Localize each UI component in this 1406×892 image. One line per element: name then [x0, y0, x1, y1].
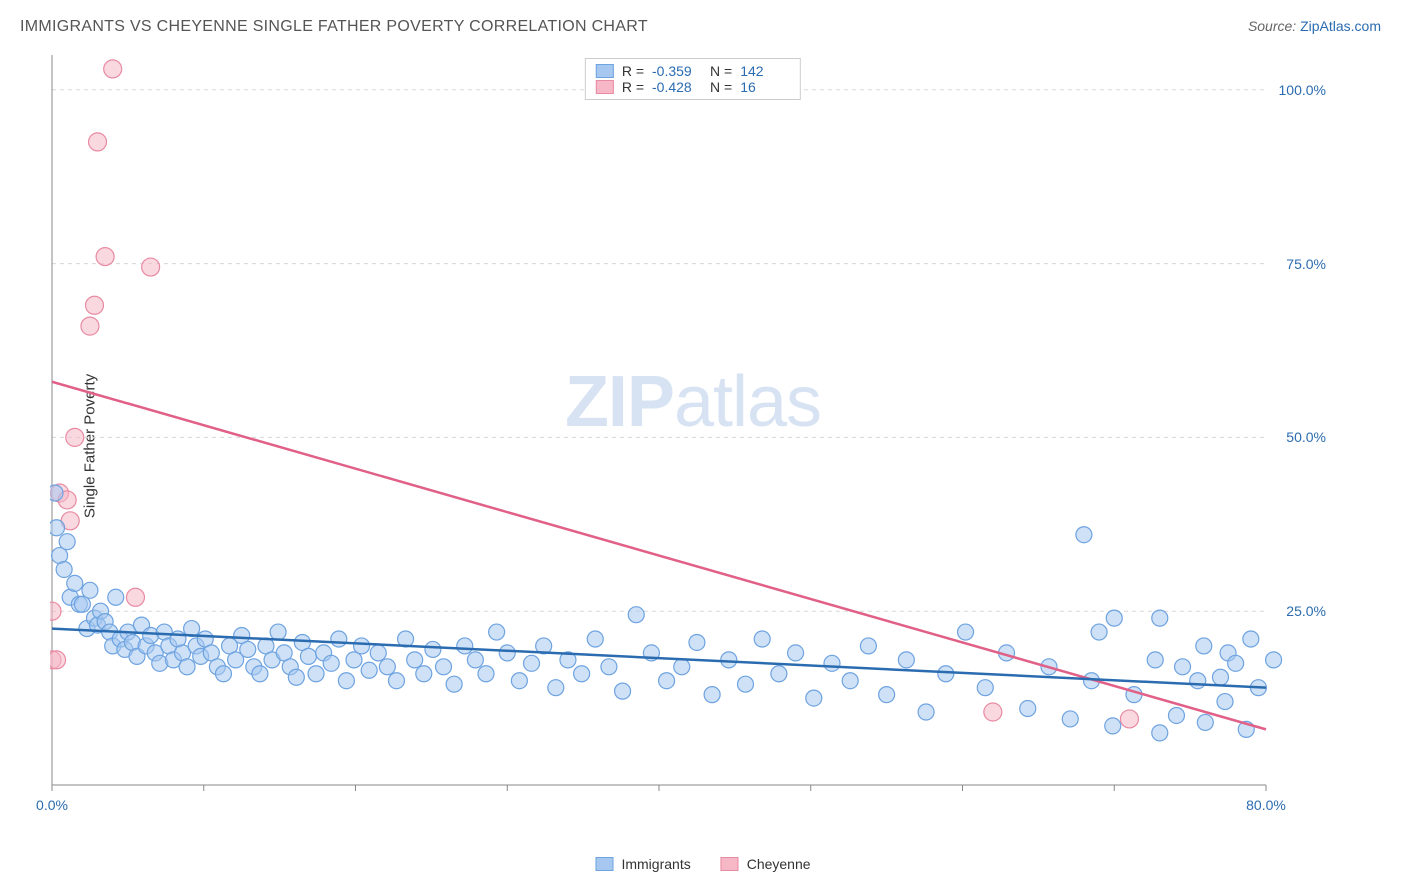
- legend-swatch-immigrants: [595, 857, 613, 871]
- r-value-immigrants: -0.359: [652, 63, 702, 79]
- x-tick-label: 80.0%: [1246, 797, 1286, 813]
- legend-label-cheyenne: Cheyenne: [747, 856, 811, 872]
- x-tick-label: 0.0%: [36, 797, 68, 813]
- legend-row-cheyenne: R = -0.428 N = 16: [596, 79, 790, 95]
- correlation-legend: R = -0.359 N = 142 R = -0.428 N = 16: [585, 58, 801, 100]
- swatch-immigrants: [596, 64, 614, 78]
- r-value-cheyenne: -0.428: [652, 79, 702, 95]
- legend-item-immigrants: Immigrants: [595, 856, 690, 872]
- y-tick-label: 100.0%: [1277, 82, 1328, 98]
- source-label: Source:: [1248, 18, 1296, 34]
- legend-item-cheyenne: Cheyenne: [721, 856, 811, 872]
- chart-area: ZIPatlas R = -0.359 N = 142 R = -0.428 N…: [50, 55, 1336, 825]
- r-label: R =: [622, 63, 644, 79]
- legend-swatch-cheyenne: [721, 857, 739, 871]
- y-tick-label: 25.0%: [1284, 603, 1328, 619]
- series-legend: Immigrants Cheyenne: [595, 856, 810, 872]
- legend-row-immigrants: R = -0.359 N = 142: [596, 63, 790, 79]
- n-value-immigrants: 142: [740, 63, 790, 79]
- source-value: ZipAtlas.com: [1300, 18, 1381, 34]
- y-tick-label: 50.0%: [1284, 429, 1328, 445]
- n-label: N =: [710, 63, 732, 79]
- swatch-cheyenne: [596, 80, 614, 94]
- source-attribution: Source: ZipAtlas.com: [1248, 18, 1381, 34]
- scatter-plot-svg: [50, 55, 1336, 825]
- legend-label-immigrants: Immigrants: [621, 856, 690, 872]
- y-tick-label: 75.0%: [1284, 256, 1328, 272]
- n-value-cheyenne: 16: [740, 79, 790, 95]
- n-label: N =: [710, 79, 732, 95]
- r-label: R =: [622, 79, 644, 95]
- chart-title: IMMIGRANTS VS CHEYENNE SINGLE FATHER POV…: [20, 18, 648, 36]
